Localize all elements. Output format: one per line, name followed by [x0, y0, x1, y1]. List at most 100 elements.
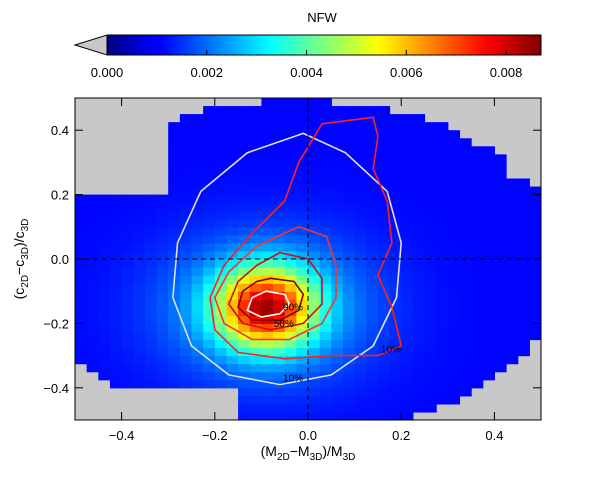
heatmap-cell [377, 331, 391, 341]
heatmap-cell [214, 130, 228, 139]
heatmap-cell [284, 234, 297, 244]
heatmap-cell [436, 283, 449, 292]
heatmap-cell [529, 234, 541, 244]
heatmap-cell [179, 130, 193, 139]
heatmap-cell [412, 226, 426, 236]
heatmap-cell [109, 307, 123, 316]
heatmap-cell [203, 363, 216, 373]
contour-label: 10% [283, 374, 303, 385]
heatmap-cell [249, 331, 262, 341]
heatmap-cell [436, 355, 449, 365]
heatmap-cell [377, 403, 391, 413]
heatmap-cell [517, 218, 530, 228]
heatmap-cell [249, 259, 262, 268]
heatmap-cell [319, 259, 332, 268]
heatmap-cell [366, 186, 379, 196]
heatmap-cell [144, 355, 158, 365]
heatmap-cell [331, 411, 344, 420]
heatmap-cell [342, 162, 356, 172]
heatmap-cell [366, 363, 379, 373]
heatmap-cell [261, 138, 274, 147]
heatmap-cell [273, 355, 286, 365]
heatmap-cell [144, 210, 158, 220]
heatmap-cell [238, 315, 251, 324]
heatmap-cell [156, 299, 169, 308]
heatmap-cell [109, 299, 123, 308]
colorbar-tick-label: 0.006 [390, 65, 423, 80]
heatmap-cell [506, 355, 519, 365]
heatmap-cell [203, 331, 216, 341]
heatmap-cell [412, 259, 426, 268]
heatmap-cell [447, 226, 461, 236]
heatmap-cell [319, 130, 332, 139]
heatmap-cell [261, 162, 274, 172]
heatmap-cell [109, 267, 123, 276]
heatmap-cell [98, 250, 111, 260]
heatmap-cell [308, 250, 321, 260]
heatmap-cell [517, 186, 530, 196]
heatmap-cell [319, 202, 332, 212]
heatmap-cell [203, 250, 216, 260]
colorbar-ticks: 0.000 0.002 0.004 0.006 0.008 [91, 50, 522, 80]
heatmap-cell [284, 275, 297, 284]
heatmap-cell [308, 194, 321, 204]
heatmap-cell [447, 218, 461, 228]
heatmap-cell [261, 146, 274, 155]
heatmap-cell [133, 299, 146, 308]
heatmap-cell [319, 315, 332, 324]
heatmap-cell [494, 267, 507, 276]
heatmap-cell [238, 146, 251, 155]
heatmap-cell [401, 411, 414, 420]
heatmap-cell [144, 283, 158, 292]
heatmap-cell [331, 275, 344, 284]
heatmap-cell [342, 259, 356, 268]
heatmap-cell [168, 154, 181, 163]
heatmap-cell [494, 307, 507, 316]
heatmap-cell [238, 170, 251, 180]
heatmap-cell [133, 234, 146, 244]
heatmap-cell [214, 347, 228, 357]
heatmap-cell [389, 291, 402, 300]
heatmap-cell [424, 162, 437, 172]
heatmap-cell [389, 363, 402, 373]
heatmap-cell [494, 226, 507, 236]
heatmap-cell [214, 242, 228, 252]
heatmap-cell [133, 210, 146, 220]
heatmap-cell [133, 331, 146, 341]
heatmap-cell [377, 259, 391, 268]
heatmap-cell [203, 130, 216, 139]
heatmap-cell [144, 250, 158, 260]
heatmap-cell [354, 250, 367, 260]
heatmap-cell [273, 283, 286, 292]
heatmap-cell [273, 146, 286, 155]
heatmap-cell [401, 299, 414, 308]
heatmap-cell [168, 186, 181, 196]
heatmap-cell [156, 339, 169, 349]
heatmap-cell [389, 371, 402, 381]
heatmap-cell [308, 403, 321, 413]
heatmap-cell [249, 347, 262, 357]
heatmap-cell [133, 339, 146, 349]
heatmap-cell [366, 275, 379, 284]
heatmap-cell [296, 218, 309, 228]
heatmap-cell [342, 323, 356, 333]
heatmap-cell [284, 403, 297, 413]
heatmap-cell [226, 194, 239, 204]
y-tick-label: 0.2 [51, 188, 69, 203]
heatmap-cell [168, 363, 181, 373]
heatmap-cell [366, 154, 379, 163]
heatmap-cell [354, 234, 367, 244]
heatmap-cell [273, 122, 286, 131]
heatmap-cell [377, 347, 391, 357]
heatmap-cell [389, 194, 402, 204]
heatmap-cell [342, 122, 356, 131]
heatmap-cell [377, 379, 391, 389]
heatmap-cell [319, 395, 332, 405]
heatmap-cell [412, 138, 426, 147]
heatmap-cell [144, 291, 158, 300]
heatmap-cell [203, 315, 216, 324]
heatmap-cell [319, 339, 332, 349]
heatmap-cell [377, 387, 391, 397]
heatmap-cell [156, 194, 169, 204]
heatmap-cell [459, 347, 472, 357]
